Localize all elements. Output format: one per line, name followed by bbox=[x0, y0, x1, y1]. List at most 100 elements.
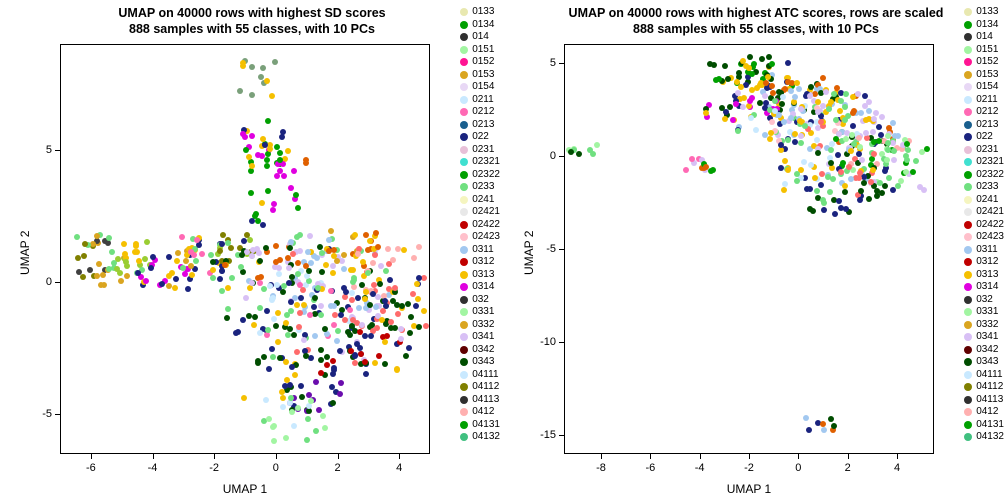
legend-item: 0213 bbox=[964, 119, 1004, 132]
scatter-point bbox=[780, 94, 786, 100]
scatter-point bbox=[287, 382, 293, 388]
scatter-point bbox=[376, 353, 382, 359]
scatter-point bbox=[387, 277, 393, 283]
legend-swatch bbox=[460, 108, 468, 116]
scatter-point bbox=[855, 91, 861, 97]
legend-item: 0153 bbox=[460, 69, 500, 82]
legend-label: 0313 bbox=[472, 269, 494, 282]
scatter-point bbox=[194, 237, 200, 243]
x-tick bbox=[897, 454, 898, 459]
scatter-point bbox=[250, 247, 256, 253]
scatter-point bbox=[257, 280, 263, 286]
legend-swatch bbox=[964, 71, 972, 79]
legend-swatch bbox=[460, 296, 468, 304]
legend-item: 0314 bbox=[460, 281, 500, 294]
scatter-point bbox=[850, 110, 856, 116]
scatter-point bbox=[143, 278, 149, 284]
scatter-point bbox=[779, 101, 785, 107]
legend-item: 0412 bbox=[964, 406, 1004, 419]
scatter-point bbox=[286, 280, 292, 286]
legend-item: 0211 bbox=[964, 94, 1004, 107]
scatter-point bbox=[350, 279, 356, 285]
scatter-point bbox=[359, 282, 365, 288]
scatter-point bbox=[895, 183, 901, 189]
scatter-point bbox=[820, 197, 826, 203]
scatter-point bbox=[382, 339, 388, 345]
scatter-point bbox=[882, 183, 888, 189]
scatter-point bbox=[866, 196, 872, 202]
scatter-point bbox=[329, 384, 335, 390]
scatter-point bbox=[210, 275, 216, 281]
legend-label: 014 bbox=[976, 31, 993, 44]
scatter-point bbox=[410, 291, 416, 297]
scatter-point bbox=[251, 322, 257, 328]
scatter-point bbox=[331, 303, 337, 309]
scatter-point bbox=[220, 232, 226, 238]
scatter-point bbox=[390, 257, 396, 263]
scatter-point bbox=[263, 397, 269, 403]
scatter-point bbox=[306, 408, 312, 414]
x-tick-label: -2 bbox=[739, 462, 759, 474]
scatter-point bbox=[905, 147, 911, 153]
right-panel: UMAP on 40000 rows with highest ATC scor… bbox=[504, 0, 1008, 504]
scatter-point bbox=[324, 362, 330, 368]
legend-item: 0412 bbox=[460, 406, 500, 419]
legend-swatch bbox=[460, 208, 468, 216]
legend-swatch bbox=[964, 21, 972, 29]
legend-item: 0233 bbox=[964, 181, 1004, 194]
scatter-point bbox=[823, 89, 829, 95]
legend-label: 02423 bbox=[976, 231, 1004, 244]
scatter-point bbox=[318, 357, 324, 363]
scatter-point bbox=[857, 170, 863, 176]
scatter-point bbox=[885, 147, 891, 153]
legend-swatch bbox=[964, 246, 972, 254]
legend-item: 02322 bbox=[460, 169, 500, 182]
scatter-point bbox=[324, 354, 330, 360]
scatter-point bbox=[175, 250, 181, 256]
scatter-point bbox=[270, 207, 276, 213]
scatter-point bbox=[815, 150, 821, 156]
x-tick bbox=[601, 454, 602, 459]
legend-label: 0154 bbox=[976, 81, 998, 94]
legend-item: 04112 bbox=[964, 381, 1004, 394]
scatter-point bbox=[395, 246, 401, 252]
scatter-point bbox=[818, 182, 824, 188]
scatter-point bbox=[372, 252, 378, 258]
scatter-point bbox=[199, 251, 205, 257]
scatter-point bbox=[265, 118, 271, 124]
scatter-point bbox=[330, 358, 336, 364]
scatter-point bbox=[267, 283, 273, 289]
legend-label: 0331 bbox=[976, 306, 998, 319]
legend-swatch bbox=[460, 133, 468, 141]
legend-swatch bbox=[964, 83, 972, 91]
x-tick bbox=[91, 454, 92, 459]
scatter-point bbox=[415, 296, 421, 302]
scatter-point bbox=[337, 391, 343, 397]
scatter-point bbox=[374, 325, 380, 331]
scatter-point bbox=[225, 240, 231, 246]
legend-item: 02421 bbox=[964, 206, 1004, 219]
legend-label: 0343 bbox=[472, 356, 494, 369]
legend-label: 0313 bbox=[976, 269, 998, 282]
scatter-point bbox=[270, 354, 276, 360]
legend-item: 0231 bbox=[460, 144, 500, 157]
scatter-point bbox=[367, 302, 373, 308]
scatter-point bbox=[719, 105, 725, 111]
legend-swatch bbox=[460, 271, 468, 279]
scatter-point bbox=[803, 415, 809, 421]
legend-item: 0241 bbox=[460, 194, 500, 207]
scatter-point bbox=[363, 232, 369, 238]
scatter-point bbox=[173, 276, 179, 282]
scatter-point bbox=[269, 346, 275, 352]
scatter-point bbox=[255, 152, 261, 158]
scatter-point bbox=[121, 241, 127, 247]
scatter-point bbox=[735, 128, 741, 134]
scatter-point bbox=[347, 307, 353, 313]
scatter-point bbox=[349, 323, 355, 329]
scatter-point bbox=[74, 234, 80, 240]
scatter-point bbox=[240, 60, 246, 66]
scatter-point bbox=[272, 59, 278, 65]
scatter-point bbox=[331, 247, 337, 253]
y-tick-label: -5 bbox=[42, 408, 52, 420]
scatter-point bbox=[812, 175, 818, 181]
